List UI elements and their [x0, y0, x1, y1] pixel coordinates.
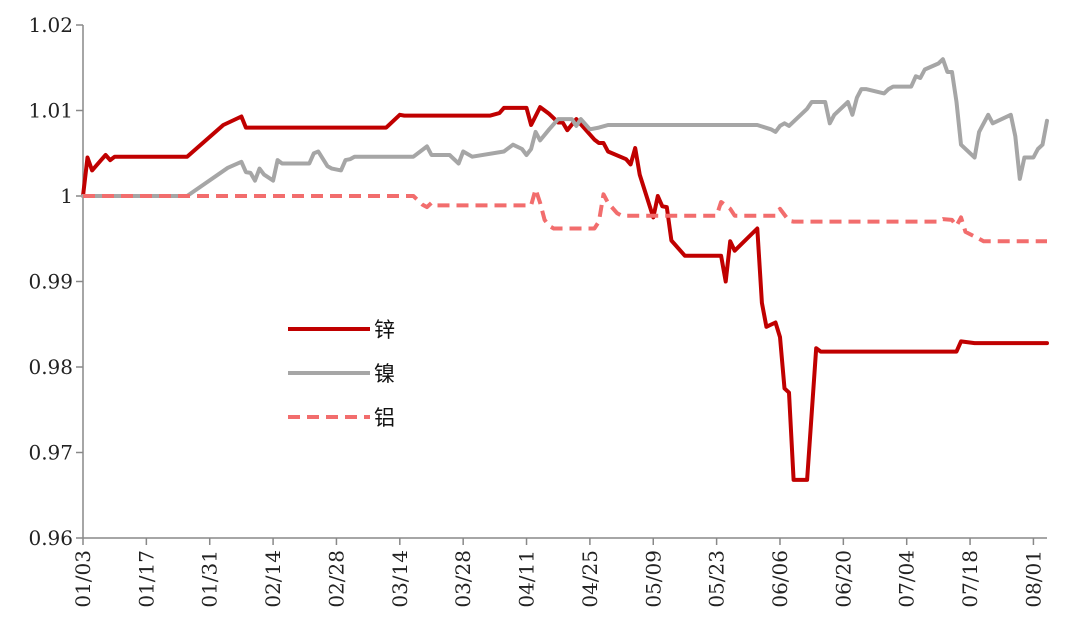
x-tick-label: 04/25 — [578, 550, 602, 608]
x-tick-label: 02/28 — [324, 550, 348, 608]
series-line-0 — [81, 105, 1049, 482]
legend-label: 镍 — [374, 362, 395, 386]
legend-label: 锌 — [374, 318, 395, 342]
x-tick-label: 06/20 — [831, 550, 855, 608]
x-tick-label: 05/23 — [705, 550, 729, 608]
legend: 锌镍铝 — [288, 318, 395, 430]
y-tick-label: 1 — [60, 184, 73, 208]
series-line-2 — [83, 187, 1047, 244]
y-tick-label: 1.01 — [28, 99, 73, 123]
y-tick-label: 0.97 — [28, 441, 73, 465]
y-tick-label: 1.02 — [28, 13, 73, 37]
x-tick-label: 01/17 — [134, 550, 158, 608]
x-tick-label: 01/31 — [198, 550, 222, 608]
x-ticks: 01/03 01/17 01/31 02/14 02/28 03/14 03/28 04/11… — [71, 538, 1045, 608]
series-line-1 — [81, 57, 1049, 198]
x-tick-label: 07/18 — [958, 550, 982, 608]
x-tick-label: 01/03 — [71, 550, 95, 608]
y-tick-label: 0.98 — [28, 355, 73, 379]
x-tick-label: 03/28 — [451, 550, 475, 608]
y-ticks: 0.96 0.97 0.98 0.99 1 1.01 1.02 — [28, 13, 83, 550]
x-tick-label: 05/09 — [641, 550, 665, 608]
legend-label: 铝 — [374, 406, 395, 430]
x-tick-label: 08/01 — [1021, 550, 1045, 608]
x-tick-label: 04/11 — [515, 550, 539, 608]
axes — [82, 25, 1047, 539]
x-tick-label: 06/06 — [768, 550, 792, 608]
series-layer — [81, 57, 1049, 482]
x-tick-label: 07/04 — [895, 550, 919, 608]
x-tick-label: 02/14 — [261, 550, 285, 608]
y-tick-label: 0.96 — [28, 526, 73, 550]
y-tick-label: 0.99 — [28, 270, 73, 294]
x-tick-label: 03/14 — [388, 550, 412, 608]
